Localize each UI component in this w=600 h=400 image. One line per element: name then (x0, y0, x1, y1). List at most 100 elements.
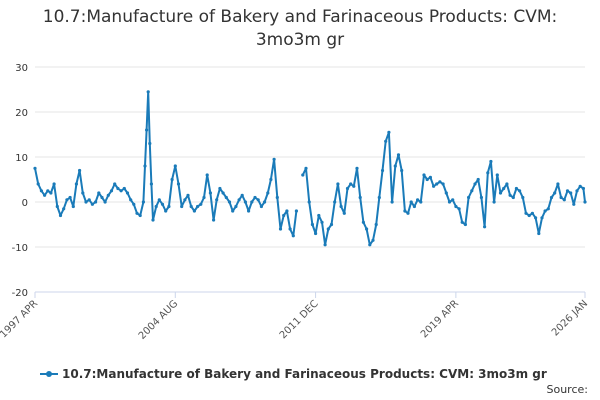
data-point[interactable] (476, 177, 480, 182)
data-point[interactable] (345, 186, 350, 191)
data-point[interactable] (562, 198, 566, 202)
data-point[interactable] (243, 200, 247, 204)
data-point[interactable] (84, 200, 88, 204)
data-point[interactable] (278, 227, 283, 231)
data-point[interactable] (505, 182, 509, 186)
data-point[interactable] (556, 182, 560, 186)
data-point[interactable] (180, 204, 184, 209)
data-point[interactable] (282, 213, 286, 218)
data-point[interactable] (106, 193, 110, 197)
data-point[interactable] (253, 195, 257, 200)
data-point[interactable] (521, 195, 525, 200)
data-point[interactable] (416, 198, 420, 202)
data-point[interactable] (428, 175, 432, 179)
legend[interactable]: 10.7:Manufacture of Bakery and Farinaceo… (40, 367, 547, 381)
data-point[interactable] (212, 218, 216, 222)
data-point[interactable] (288, 227, 292, 231)
data-point[interactable] (46, 189, 50, 193)
data-point[interactable] (486, 171, 490, 175)
data-point[interactable] (52, 182, 56, 186)
data-point[interactable] (540, 216, 544, 220)
data-point[interactable] (317, 213, 321, 218)
data-point[interactable] (527, 213, 531, 218)
data-point[interactable] (149, 182, 153, 186)
data-point[interactable] (129, 198, 133, 202)
data-point[interactable] (336, 182, 340, 186)
data-point[interactable] (342, 211, 346, 215)
data-point[interactable] (352, 184, 356, 188)
data-point[interactable] (285, 209, 289, 213)
data-point[interactable] (167, 204, 171, 209)
data-point[interactable] (387, 130, 391, 134)
data-point[interactable] (479, 195, 483, 200)
data-point[interactable] (483, 225, 487, 229)
data-point[interactable] (549, 195, 554, 200)
data-point[interactable] (326, 227, 330, 231)
data-point[interactable] (365, 227, 369, 231)
data-point[interactable] (218, 186, 222, 191)
data-point[interactable] (58, 213, 63, 218)
data-point[interactable] (119, 189, 123, 193)
data-point[interactable] (74, 182, 78, 186)
data-point[interactable] (457, 207, 461, 211)
data-point[interactable] (447, 200, 452, 204)
data-point[interactable] (422, 173, 426, 177)
data-point[interactable] (543, 209, 547, 213)
data-point[interactable] (170, 177, 174, 182)
data-point[interactable] (524, 211, 528, 215)
data-point[interactable] (138, 213, 142, 218)
data-point[interactable] (301, 173, 305, 177)
data-point[interactable] (534, 216, 538, 220)
data-point[interactable] (196, 204, 200, 209)
data-point[interactable] (400, 168, 404, 173)
data-point[interactable] (495, 173, 499, 177)
data-point[interactable] (202, 195, 206, 200)
data-point[interactable] (122, 186, 126, 191)
data-point[interactable] (100, 195, 104, 200)
data-point[interactable] (294, 209, 298, 213)
data-point[interactable] (90, 202, 94, 206)
data-point[interactable] (368, 243, 372, 247)
data-point[interactable] (71, 204, 75, 209)
data-point[interactable] (36, 182, 40, 186)
data-point[interactable] (508, 193, 512, 197)
data-point[interactable] (406, 211, 410, 215)
data-point[interactable] (227, 200, 232, 204)
data-point[interactable] (176, 182, 181, 186)
data-point[interactable] (237, 198, 241, 202)
data-point[interactable] (143, 164, 147, 168)
data-point[interactable] (409, 200, 413, 204)
data-point[interactable] (148, 141, 152, 146)
data-point[interactable] (530, 211, 535, 215)
data-point[interactable] (154, 204, 158, 209)
data-point[interactable] (256, 198, 260, 202)
data-point[interactable] (329, 222, 334, 227)
data-point[interactable] (393, 164, 397, 168)
data-point[interactable] (498, 191, 503, 195)
data-point[interactable] (559, 195, 563, 200)
data-point[interactable] (247, 209, 251, 213)
data-point[interactable] (425, 177, 429, 182)
data-point[interactable] (463, 222, 467, 227)
data-point[interactable] (263, 200, 267, 204)
data-point[interactable] (511, 195, 515, 200)
data-point[interactable] (192, 209, 196, 213)
data-point[interactable] (377, 195, 381, 200)
data-point[interactable] (266, 191, 270, 195)
data-point[interactable] (454, 204, 458, 209)
data-point[interactable] (275, 195, 279, 200)
data-point[interactable] (502, 186, 506, 191)
data-point[interactable] (451, 198, 455, 202)
data-point[interactable] (412, 204, 416, 209)
data-point[interactable] (240, 193, 244, 197)
data-point[interactable] (380, 168, 385, 173)
data-point[interactable] (234, 204, 238, 209)
data-point[interactable] (269, 177, 273, 182)
data-point[interactable] (358, 195, 362, 200)
data-point[interactable] (575, 189, 579, 193)
data-point[interactable] (537, 231, 541, 236)
data-point[interactable] (164, 209, 168, 213)
data-point[interactable] (208, 191, 212, 195)
data-point[interactable] (572, 202, 576, 206)
data-point[interactable] (291, 234, 295, 238)
